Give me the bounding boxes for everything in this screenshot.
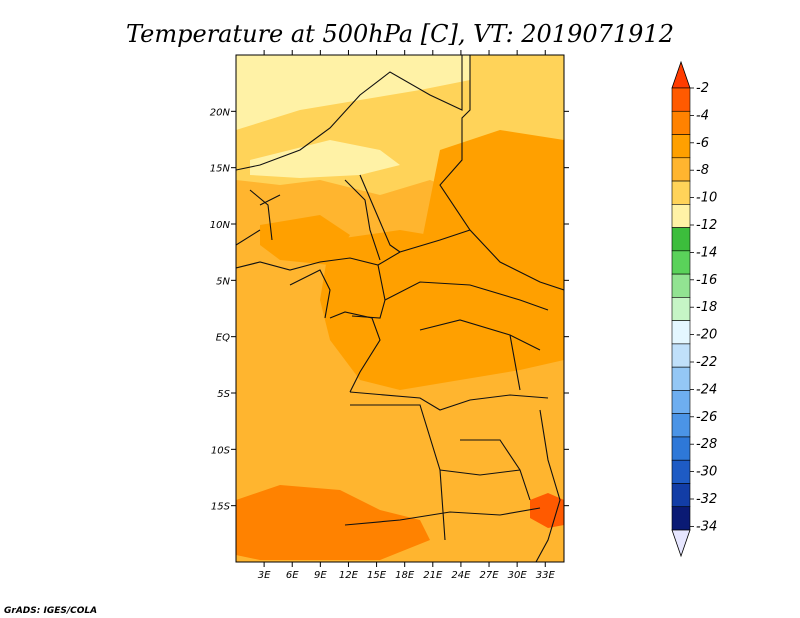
colorbar-tick-label: -4 (696, 108, 709, 123)
x-axis: 3E 6E 9E 12E 15E 18E 21E 24E 27E 30E 33E (258, 50, 556, 581)
x-tick-label: 9E (314, 570, 327, 581)
colorbar-tick-label: -2 (696, 81, 709, 96)
colorbar-segment (671, 506, 691, 531)
colorbar-segment (671, 157, 691, 182)
colorbar-tick-label: -24 (696, 382, 717, 397)
y-tick-label: 5N (216, 276, 230, 287)
colorbar-segment (671, 134, 691, 159)
colorbar-segment (671, 227, 691, 252)
y-tick-label: 20N (210, 107, 231, 118)
colorbar-segment (671, 320, 691, 345)
y-tick-label: 15S (211, 502, 231, 513)
x-tick-label: 18E (395, 570, 415, 581)
plot-area (236, 55, 564, 562)
colorbar-segment (671, 250, 691, 275)
colorbar-segment (671, 390, 691, 414)
colorbar-segment (671, 366, 691, 391)
x-tick-label: 3E (258, 570, 271, 581)
colorbar: -2 -4 -6 -8 -10 -12 -14 -16 -18 -20 -22 -24 -26 -28 -3… (671, 60, 717, 558)
y-axis: 20N 15N 10N 5N EQ 5S 10S 15S (210, 107, 569, 513)
colorbar-segment (671, 110, 691, 135)
colorbar-segment (671, 297, 691, 321)
y-tick-label: 5S (217, 389, 230, 400)
colorbar-segment (671, 483, 691, 508)
colorbar-tick-label: -30 (696, 465, 717, 480)
plot-frame (235, 54, 565, 563)
region-sahara-north (236, 55, 470, 178)
colorbar-segment (671, 436, 691, 461)
y-tick-label: 15N (210, 164, 231, 175)
x-tick-label: 27E (480, 570, 500, 581)
colorbar-tick-label: -20 (696, 328, 717, 343)
chart-title: Temperature at 500hPa [C], VT: 201907191… (126, 20, 674, 48)
colorbar-segment (671, 413, 691, 438)
colorbar-segment (671, 343, 691, 368)
colorbar-bottom-triangle (671, 529, 691, 558)
y-tick-label: EQ (216, 333, 230, 344)
x-tick-label: 6E (286, 570, 299, 581)
colorbar-tick-label: -16 (696, 273, 717, 288)
colorbar-top-triangle (671, 60, 691, 89)
x-tick-label: 15E (367, 570, 387, 581)
region-southern-angola-namibia (236, 485, 430, 560)
colorbar-tick-label: -22 (696, 355, 717, 370)
y-tick-label: 10N (210, 220, 231, 231)
region-congo-basin (260, 215, 564, 390)
colorbar-segment (671, 87, 691, 112)
x-tick-label: 12E (339, 570, 359, 581)
colorbar-segment (671, 204, 691, 228)
colorbar-tick-label: -34 (696, 519, 717, 534)
colorbar-tick-label: -26 (696, 410, 717, 425)
colorbar-tick-label: -14 (696, 245, 717, 260)
grads-credit: GrADS: IGES/COLA (4, 606, 97, 616)
x-tick-label: 21E (423, 570, 443, 581)
y-tick-label: 10S (211, 445, 231, 456)
colorbar-segment (671, 459, 691, 484)
colorbar-tick-label: -28 (696, 437, 717, 452)
colorbar-segment (671, 180, 691, 205)
colorbar-tick-label: -18 (696, 300, 717, 315)
region-mozambique-hotspot (530, 493, 564, 528)
colorbar-tick-label: -32 (696, 492, 717, 507)
x-tick-label: 30E (508, 570, 528, 581)
colorbar-tick-label: -10 (696, 191, 717, 206)
x-tick-label: 33E (536, 570, 556, 581)
colorbar-tick-label: -6 (696, 136, 709, 151)
colorbar-tick-label: -8 (696, 163, 709, 178)
x-tick-label: 24E (451, 570, 471, 581)
colorbar-segment (671, 273, 691, 298)
country-borders (236, 55, 564, 562)
colorbar-tick-label: -12 (696, 218, 717, 233)
